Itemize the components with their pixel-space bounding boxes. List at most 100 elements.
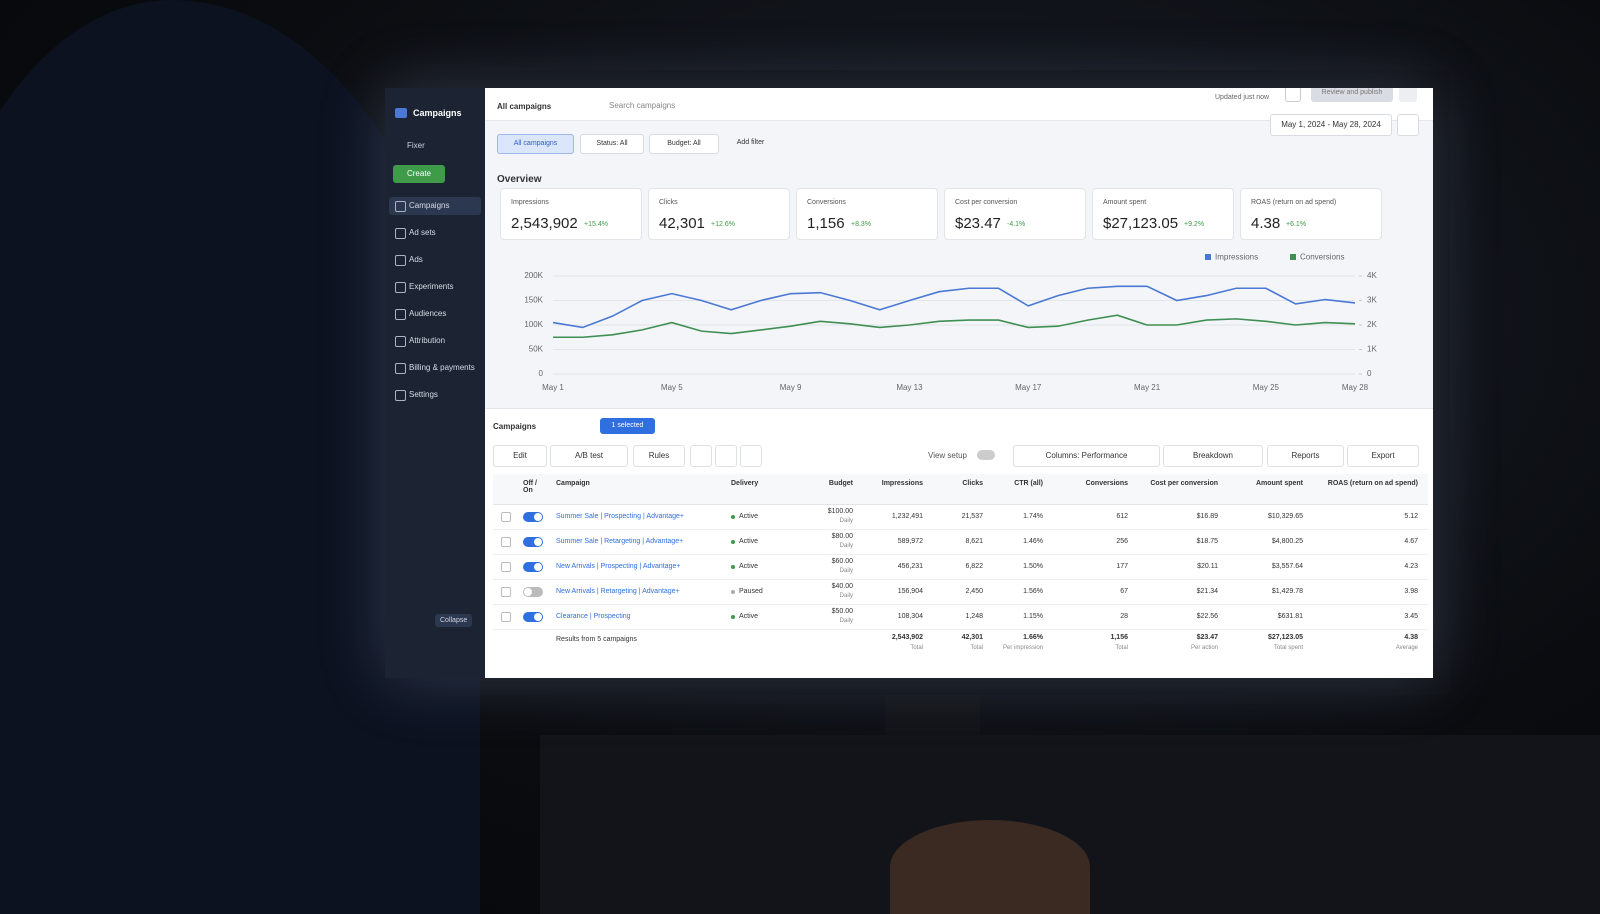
campaigns-title: Campaigns [493,422,537,431]
filter-pill[interactable]: All campaigns [497,134,574,154]
row-checkbox[interactable] [501,612,511,622]
create-button[interactable]: Create [393,165,445,183]
campaign-link[interactable]: New Arrivals | Prospecting | Advantage+ [556,563,681,570]
date-next[interactable] [1397,114,1419,136]
metric-label: Clicks [659,199,678,206]
nav-item[interactable]: Ads [409,255,423,264]
nav-icon [395,363,406,374]
nav-item[interactable]: Ad sets [409,228,436,237]
nav-item[interactable]: Experiments [409,282,454,291]
table-cell: 589,972 [897,538,923,545]
footer-value: 1.66% [1023,634,1043,641]
nav-item[interactable]: Campaigns [409,201,450,210]
nav-item[interactable]: Attribution [409,336,446,345]
toolbar-button[interactable]: Edit [493,445,547,467]
campaign-link[interactable]: Summer Sale | Retargeting | Advantage+ [556,538,684,545]
date-range[interactable]: May 1, 2024 - May 28, 2024 [1270,114,1392,136]
table-cell: $631.81 [1277,613,1303,620]
column-header: ROAS (return on ad spend) [1327,480,1418,487]
legend-label: Conversions [1300,253,1344,262]
nav-icon [395,309,406,320]
icon-button[interactable] [715,445,737,467]
campaign-link[interactable]: Summer Sale | Prospecting | Advantage+ [556,513,684,520]
status-toggle[interactable] [523,512,543,522]
table-cell: 4.67 [1404,538,1418,545]
search-box[interactable]: Search campaigns [609,101,676,110]
table-cell: 5.12 [1404,513,1418,520]
column-header: Clicks [962,480,983,487]
line-series [553,314,1356,339]
table-cell: Active [739,538,759,545]
x-tick-label: May 25 [1253,383,1280,392]
table-cell: $16.89 [1196,513,1218,520]
status-toggle[interactable] [523,537,543,547]
icon-button[interactable] [690,445,712,467]
columns-button[interactable]: Columns: Performance [1013,445,1160,467]
table-cell: 1,232,491 [891,513,923,520]
reports-button[interactable]: Reports [1267,445,1344,467]
line-series [552,285,1356,329]
table-cell: 3.98 [1404,588,1418,595]
legend-swatch [1205,254,1211,260]
metric-label: Impressions [511,199,549,206]
publish-button[interactable]: Review and publish [1311,88,1393,102]
nav-item[interactable]: Audiences [409,309,447,318]
more-button[interactable] [1399,88,1417,102]
toggle-knob [534,538,542,546]
metric-card: Cost per conversion $23.47 -4.1% [944,188,1086,240]
metric-value: $23.47 [955,215,1001,232]
row-checkbox[interactable] [501,587,511,597]
metric-change: +8.3% [851,221,872,228]
brand: Campaigns [413,108,462,118]
table-cell: 612 [1116,513,1128,520]
nav-item[interactable]: Billing & payments [409,363,475,372]
nav-icon [395,282,406,293]
view-setup-label: View setup [928,451,967,460]
view-setup-toggle[interactable] [977,450,995,460]
status-toggle[interactable] [523,562,543,572]
table-cell: $22.56 [1196,613,1218,620]
campaign-link[interactable]: New Arrivals | Retargeting | Advantage+ [556,588,680,595]
status-toggle[interactable] [523,612,543,622]
filter-pill[interactable]: Status: All [580,134,644,154]
icon-button[interactable] [740,445,762,467]
breakdown-button[interactable]: Breakdown [1163,445,1263,467]
column-header: CTR (all) [1014,480,1043,487]
account[interactable]: Fixer [407,141,425,150]
table-cell: $10,329.65 [1267,513,1303,520]
refresh-button[interactable] [1285,88,1301,102]
nav-item[interactable]: Settings [409,390,438,399]
nav-icon [395,228,406,239]
collapse-button[interactable]: Collapse [435,614,473,627]
row-checkbox[interactable] [501,537,511,547]
status-toggle[interactable] [523,587,543,597]
campaign-link[interactable]: Clearance | Prospecting [556,613,631,620]
y-tick-label: 200K [524,271,543,280]
footer-value: 2,543,902 [891,634,923,641]
column-header: Impressions [881,480,923,487]
table-cell: $3,557.64 [1271,563,1303,570]
toolbar-button[interactable]: A/B test [550,445,628,467]
row-divider [493,579,1428,580]
table-cell: 4.23 [1404,563,1418,570]
row-checkbox[interactable] [501,562,511,572]
row-divider [493,629,1428,630]
selected-button[interactable]: 1 selected [600,418,655,434]
y-tick-label: 150K [524,296,543,305]
toolbar-button[interactable]: Rules [633,445,685,467]
footer-value: $27,123.05 [1267,634,1303,641]
table-cell: 21,537 [961,513,983,520]
row-checkbox[interactable] [501,512,511,522]
footer-note: Total [970,645,983,651]
export-button[interactable]: Export [1347,445,1419,467]
metric-card: Clicks 42,301 +12.6% [648,188,790,240]
footer-note: Total [1115,645,1128,651]
filter-pill[interactable]: Budget: All [649,134,719,154]
x-tick-label: May 17 [1015,383,1042,392]
updated-status: Updated just now [1215,94,1270,101]
y-tick-label: 0 [539,369,544,378]
table-cell: Active [739,613,759,620]
filter-pill[interactable]: Add filter [736,139,765,146]
